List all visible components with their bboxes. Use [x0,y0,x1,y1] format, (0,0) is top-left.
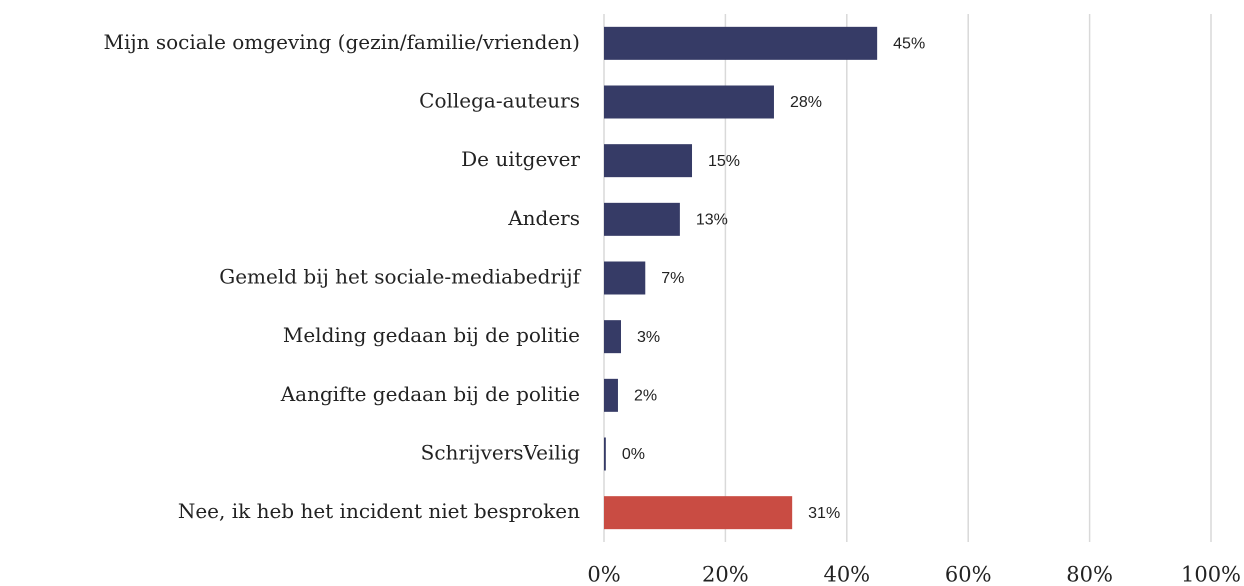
value-label: 31% [808,505,840,522]
x-tick-label: 100% [1181,563,1241,586]
x-tick-label: 20% [702,563,749,586]
bar [604,378,618,412]
category-label: Melding gedaan bij de politie [283,323,580,347]
bar [604,496,793,530]
category-label: Nee, ik heb het incident niet besproken [178,499,580,523]
value-label: 0% [622,446,645,463]
value-label: 3% [637,329,660,346]
bar [604,144,693,178]
bar [604,261,646,295]
bar [604,85,774,119]
category-label: Mijn sociale omgeving (gezin/familie/vri… [104,30,580,54]
x-tick-label: 40% [823,563,870,586]
value-label: 2% [634,388,657,405]
category-label: SchrijversVeilig [421,441,581,465]
value-label: 45% [893,36,925,53]
category-label: Anders [507,206,580,230]
value-label: 15% [708,153,740,170]
category-label: Aangifte gedaan bij de politie [280,382,580,406]
value-label: 7% [661,270,684,287]
category-label: De uitgever [461,147,580,171]
category-label: Gemeld bij het sociale-mediabedrijf [219,265,581,289]
category-label: Collega-auteurs [419,89,580,113]
bar [604,202,680,236]
bar [604,26,878,60]
value-label: 13% [696,212,728,229]
x-tick-label: 60% [945,563,992,586]
bar [604,320,621,354]
x-tick-label: 80% [1066,563,1113,586]
bar [604,437,606,471]
x-tick-label: 0% [587,563,620,586]
value-label: 28% [790,94,822,111]
